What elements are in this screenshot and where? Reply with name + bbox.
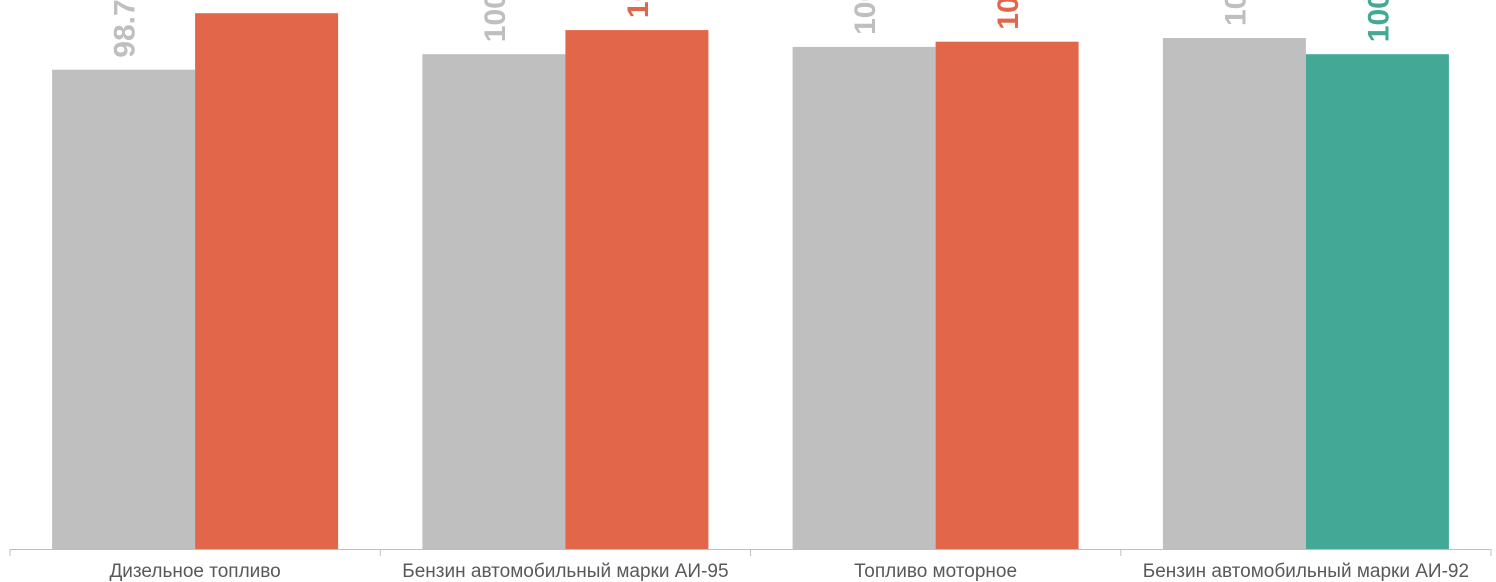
bars-layer: [52, 13, 1449, 550]
bar-2-1: [422, 54, 566, 549]
value-label-2-1: 100.00: [479, 0, 512, 42]
bar-4-2: [1305, 54, 1449, 549]
bar-1-1: [52, 69, 196, 549]
value-label-1-1: 98.75: [109, 0, 142, 58]
value-label-3-1: 100.59: [849, 0, 882, 35]
value-label-2-2: 101.95: [622, 0, 655, 18]
x-axis: [9, 549, 1492, 556]
category-label-4: Бензин автомобильный марки АИ-92: [1143, 561, 1469, 582]
bar-4-1: [1162, 38, 1306, 549]
value-label-4-1: 101.31: [1219, 0, 1252, 26]
bar-2-2: [565, 30, 709, 550]
category-label-3: Топливо моторное: [854, 561, 1017, 582]
category-label-1: Дизельное топливо: [109, 561, 280, 582]
value-label-1-2: 103.32: [252, 0, 285, 1]
category-labels-layer: Дизельное топливо Бензин автомобильный ма…: [109, 561, 1469, 582]
value-labels-layer: 98.75 103.32 100.00 101.95 100.59 101.01 101.3…: [109, 0, 1396, 58]
bar-1-2: [195, 13, 339, 549]
category-label-2: Бензин автомобильный марки АИ-95: [402, 561, 728, 582]
value-label-3-2: 101.01: [992, 0, 1025, 30]
bar-3-2: [935, 41, 1079, 549]
value-label-4-2: 100.00: [1362, 0, 1395, 42]
bar-3-1: [792, 46, 936, 550]
